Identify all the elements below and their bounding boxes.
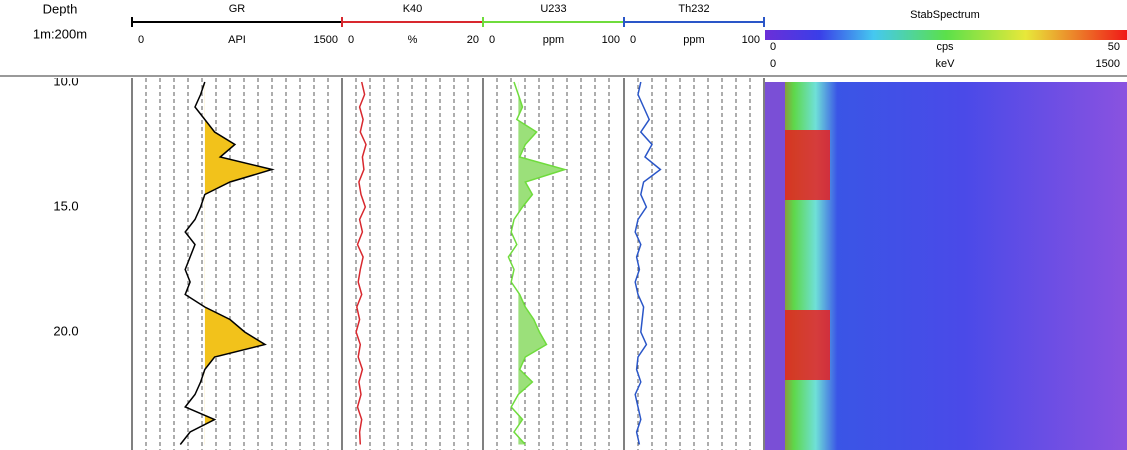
track-tick-label: 0 <box>489 34 495 46</box>
track-tick-label: 100 <box>742 34 760 46</box>
track-tick-label: 0 <box>630 34 636 46</box>
energy-unit: keV <box>936 58 956 70</box>
spectrum-title: StabSpectrum <box>910 9 980 21</box>
track-tick-label: 100 <box>602 34 620 46</box>
curve <box>507 81 568 446</box>
track-unit: ppm <box>683 34 704 46</box>
track-title: GR <box>229 3 246 15</box>
depth-tick-label: 15.0 <box>53 198 78 213</box>
track-unit: % <box>408 34 418 46</box>
depth-title: Depth <box>43 1 78 16</box>
depth-tick-label: 20.0 <box>53 323 78 338</box>
plot-area: 10.0 15.0 20.0 <box>53 73 1127 450</box>
curve <box>179 81 275 445</box>
track-tick-label: 1500 <box>314 34 338 46</box>
spectrum-tick-label: 1500 <box>1096 58 1120 70</box>
spectrum-tick-label: 0 <box>770 41 776 53</box>
curve <box>634 81 662 445</box>
count-unit: cps <box>936 41 954 53</box>
track-tick-label: 0 <box>138 34 144 46</box>
depth-tick-label: 10.0 <box>53 73 78 88</box>
curve-fill <box>204 119 272 425</box>
curve-fill <box>518 82 565 445</box>
colorbar <box>765 30 1127 40</box>
spectrum-hot-zone <box>785 130 830 200</box>
track-unit: API <box>228 34 246 46</box>
track-unit: ppm <box>543 34 564 46</box>
curve <box>355 81 367 445</box>
header: Depth 1m:200m StabSpectrum cps keV GR API… <box>0 0 1127 78</box>
track-tick-label: 20 <box>467 34 479 46</box>
spectrum-tick-label: 50 <box>1108 41 1120 53</box>
track-title: U233 <box>540 3 566 15</box>
track-tick-label: 0 <box>348 34 354 46</box>
spectrum-strip <box>765 82 785 450</box>
track-title: Th232 <box>678 3 709 15</box>
depth-scale: 1m:200m <box>33 26 87 41</box>
spectrum-hot-zone <box>785 310 830 380</box>
track-title: K40 <box>403 3 423 15</box>
spectrum-tick-label: 0 <box>770 58 776 70</box>
